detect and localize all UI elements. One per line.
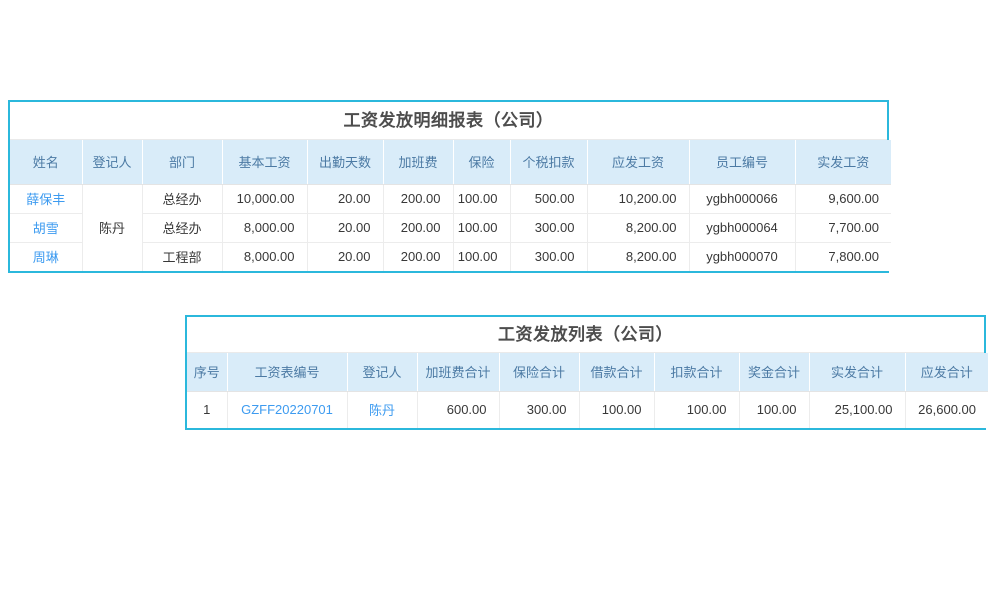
- sheet-no-cell: GZFF20220701: [227, 391, 348, 428]
- loan-total-cell: 100.00: [579, 391, 655, 428]
- gross-salary-cell: 8,200.00: [587, 242, 690, 271]
- bonus-total-cell: 100.00: [739, 391, 810, 428]
- table-row: 薛保丰 陈丹 总经办 10,000.00 20.00 200.00 100.00…: [10, 184, 891, 271]
- table-row: 1 GZFF20220701 陈丹 600.00 300.00 100.00 1…: [187, 391, 988, 428]
- gross-salary-cell: 8,200.00: [587, 213, 690, 243]
- dept-cell: 总经办: [142, 184, 223, 214]
- col-header-seq: 序号: [187, 353, 228, 392]
- overtime-pay-cell: 200.00: [383, 184, 454, 214]
- list-report-table: 序号 工资表编号 登记人 加班费合计 保险合计 借款合计 扣款合计 奖金合计 实…: [187, 353, 988, 428]
- col-header-attendance-days: 出勤天数: [307, 140, 384, 185]
- col-header-gross-salary: 应发工资: [587, 140, 690, 185]
- seq-cell: 1: [187, 391, 228, 428]
- col-header-name: 姓名: [10, 140, 83, 185]
- insurance-total-cell: 300.00: [499, 391, 580, 428]
- insurance-cell: 100.00: [453, 184, 511, 214]
- table-row: 周琳 工程部 8,000.00 20.00 200.00 100.00 300.…: [10, 242, 891, 271]
- employee-name-cell: 周琳: [10, 242, 83, 271]
- gross-total-cell: 26,600.00: [905, 391, 988, 428]
- attendance-days-cell: 20.00: [307, 242, 384, 271]
- dept-cell: 工程部: [142, 242, 223, 271]
- tax-deduction-cell: 500.00: [510, 184, 588, 214]
- employee-name-cell: 薛保丰: [10, 184, 83, 214]
- salary-detail-report: 工资发放明细报表（公司） 姓名 登记人 部门 基本工资 出勤天数 加班费 保险 …: [8, 100, 891, 273]
- gross-salary-cell: 10,200.00: [587, 184, 690, 214]
- overtime-total-cell: 600.00: [417, 391, 500, 428]
- insurance-cell: 100.00: [453, 213, 511, 243]
- col-header-registrar: 登记人: [347, 353, 418, 392]
- detail-header-row: 姓名 登记人 部门 基本工资 出勤天数 加班费 保险 个税扣款 应发工资 员工编…: [10, 140, 891, 185]
- registrar-link[interactable]: 陈丹: [368, 403, 395, 419]
- sheet-no-link[interactable]: GZFF20220701: [241, 402, 333, 418]
- base-salary-cell: 8,000.00: [222, 242, 308, 271]
- tax-deduction-cell: 300.00: [510, 242, 588, 271]
- col-header-bonus-total: 奖金合计: [739, 353, 810, 392]
- tax-deduction-cell: 300.00: [510, 213, 588, 243]
- base-salary-cell: 10,000.00: [222, 184, 308, 214]
- overtime-pay-cell: 200.00: [383, 213, 454, 243]
- net-salary-cell: 7,800.00: [795, 242, 891, 271]
- col-header-base-salary: 基本工资: [222, 140, 308, 185]
- list-header-row: 序号 工资表编号 登记人 加班费合计 保险合计 借款合计 扣款合计 奖金合计 实…: [187, 353, 988, 392]
- employee-no-cell: ygbh000064: [689, 213, 796, 243]
- employee-name-link[interactable]: 周琳: [32, 250, 59, 266]
- col-header-deduction-total: 扣款合计: [654, 353, 740, 392]
- col-header-overtime-total: 加班费合计: [417, 353, 500, 392]
- salary-list-report: 工资发放列表（公司） 序号 工资表编号 登记人 加班费合计 保险合计 借款合计 …: [185, 315, 988, 430]
- col-header-insurance-total: 保险合计: [499, 353, 580, 392]
- employee-no-cell: ygbh000066: [689, 184, 796, 214]
- net-salary-cell: 9,600.00: [795, 184, 891, 214]
- dept-cell: 总经办: [142, 213, 223, 243]
- net-salary-cell: 7,700.00: [795, 213, 891, 243]
- registrar-cell: 陈丹: [347, 391, 418, 428]
- col-header-overtime-pay: 加班费: [383, 140, 454, 185]
- col-header-sheet-no: 工资表编号: [227, 353, 348, 392]
- col-header-dept: 部门: [142, 140, 223, 185]
- overtime-pay-cell: 200.00: [383, 242, 454, 271]
- registrar-cell: 陈丹: [82, 184, 143, 271]
- table-row: 胡雪 总经办 8,000.00 20.00 200.00 100.00 300.…: [10, 213, 891, 243]
- list-report-title: 工资发放列表（公司）: [187, 317, 984, 353]
- insurance-cell: 100.00: [453, 242, 511, 271]
- col-header-net-total: 实发合计: [809, 353, 906, 392]
- employee-name-cell: 胡雪: [10, 213, 83, 243]
- col-header-insurance: 保险: [453, 140, 511, 185]
- attendance-days-cell: 20.00: [307, 184, 384, 214]
- detail-report-title: 工资发放明细报表（公司）: [10, 102, 887, 140]
- col-header-registrar: 登记人: [82, 140, 143, 185]
- deduction-total-cell: 100.00: [654, 391, 740, 428]
- attendance-days-cell: 20.00: [307, 213, 384, 243]
- col-header-tax-deduction: 个税扣款: [510, 140, 588, 185]
- base-salary-cell: 8,000.00: [222, 213, 308, 243]
- col-header-gross-total: 应发合计: [905, 353, 988, 392]
- employee-no-cell: ygbh000070: [689, 242, 796, 271]
- employee-name-link[interactable]: 薛保丰: [26, 192, 66, 207]
- detail-report-table: 姓名 登记人 部门 基本工资 出勤天数 加班费 保险 个税扣款 应发工资 员工编…: [10, 140, 891, 271]
- employee-name-link[interactable]: 胡雪: [32, 221, 59, 236]
- net-total-cell: 25,100.00: [809, 391, 906, 428]
- col-header-net-salary: 实发工资: [795, 140, 891, 185]
- col-header-loan-total: 借款合计: [579, 353, 655, 392]
- col-header-employee-no: 员工编号: [689, 140, 796, 185]
